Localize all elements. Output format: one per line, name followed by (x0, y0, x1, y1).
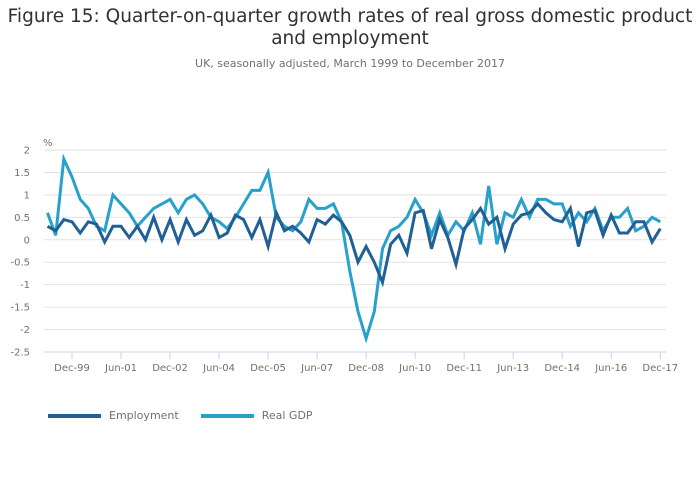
legend-label-real-gdp: Real GDP (261, 409, 313, 422)
legend-item-real-gdp[interactable]: Real GDP (200, 409, 313, 422)
x-tick-label: Dec-14 (544, 363, 580, 374)
y-tick-label: 2 (24, 146, 30, 157)
y-tick-label: -1.5 (10, 303, 30, 314)
gridlines (44, 149, 666, 353)
x-tick-label: Jun-07 (300, 363, 333, 374)
x-tick-label: Jun-10 (398, 363, 431, 374)
y-axis: 2 1.5 1 0.5 0 -0.5 -1 -1.5 -2 -2.5 (10, 146, 30, 359)
legend-label-employment: Employment (109, 409, 179, 422)
y-tick-label: -0.5 (10, 258, 30, 269)
legend-swatch-employment (48, 413, 101, 418)
line-chart: % 2 1.5 1 0.5 0 -0.5 -1 -1.5 -2 -2.5 Dec-99 Jun-01… (10, 138, 678, 374)
x-tick-label: Dec-02 (152, 363, 188, 374)
x-tick-label: Dec-08 (348, 363, 384, 374)
y-tick-label: 0.5 (14, 213, 30, 224)
series-line-real-gdp[interactable] (46, 153, 662, 344)
y-tick-label: 1.5 (14, 168, 30, 179)
series-line-employment[interactable] (46, 201, 662, 288)
x-tick-label: Jun-13 (496, 363, 529, 374)
x-tick-label: Dec-05 (250, 363, 286, 374)
chart-subtitle: UK, seasonally adjusted, March 1999 to D… (195, 57, 505, 70)
legend-swatch-real-gdp (200, 413, 254, 418)
y-tick-label: 0 (24, 235, 30, 246)
x-tick-label: Jun-16 (594, 363, 627, 374)
x-axis: Dec-99 Jun-01 Dec-02 Jun-04 Dec-05 Jun-07 Dec-… (54, 352, 678, 374)
y-axis-label: % (43, 138, 53, 149)
y-tick-label: -1 (20, 280, 30, 291)
y-tick-label: 1 (24, 190, 30, 201)
x-tick-label: Dec-99 (54, 363, 90, 374)
chart-title: Figure 15: Quarter-on-quarter growth rat… (7, 6, 693, 49)
series-lines (46, 153, 662, 344)
x-tick-label: Jun-01 (104, 363, 137, 374)
x-tick-label: Dec-11 (446, 363, 482, 374)
y-tick-label: -2 (20, 325, 30, 336)
x-tick-label: Dec-17 (642, 363, 678, 374)
legend-item-employment[interactable]: Employment (48, 409, 179, 422)
legend: Employment Real GDP (48, 409, 335, 422)
y-tick-label: -2.5 (10, 348, 30, 359)
x-tick-label: Jun-04 (202, 363, 235, 374)
